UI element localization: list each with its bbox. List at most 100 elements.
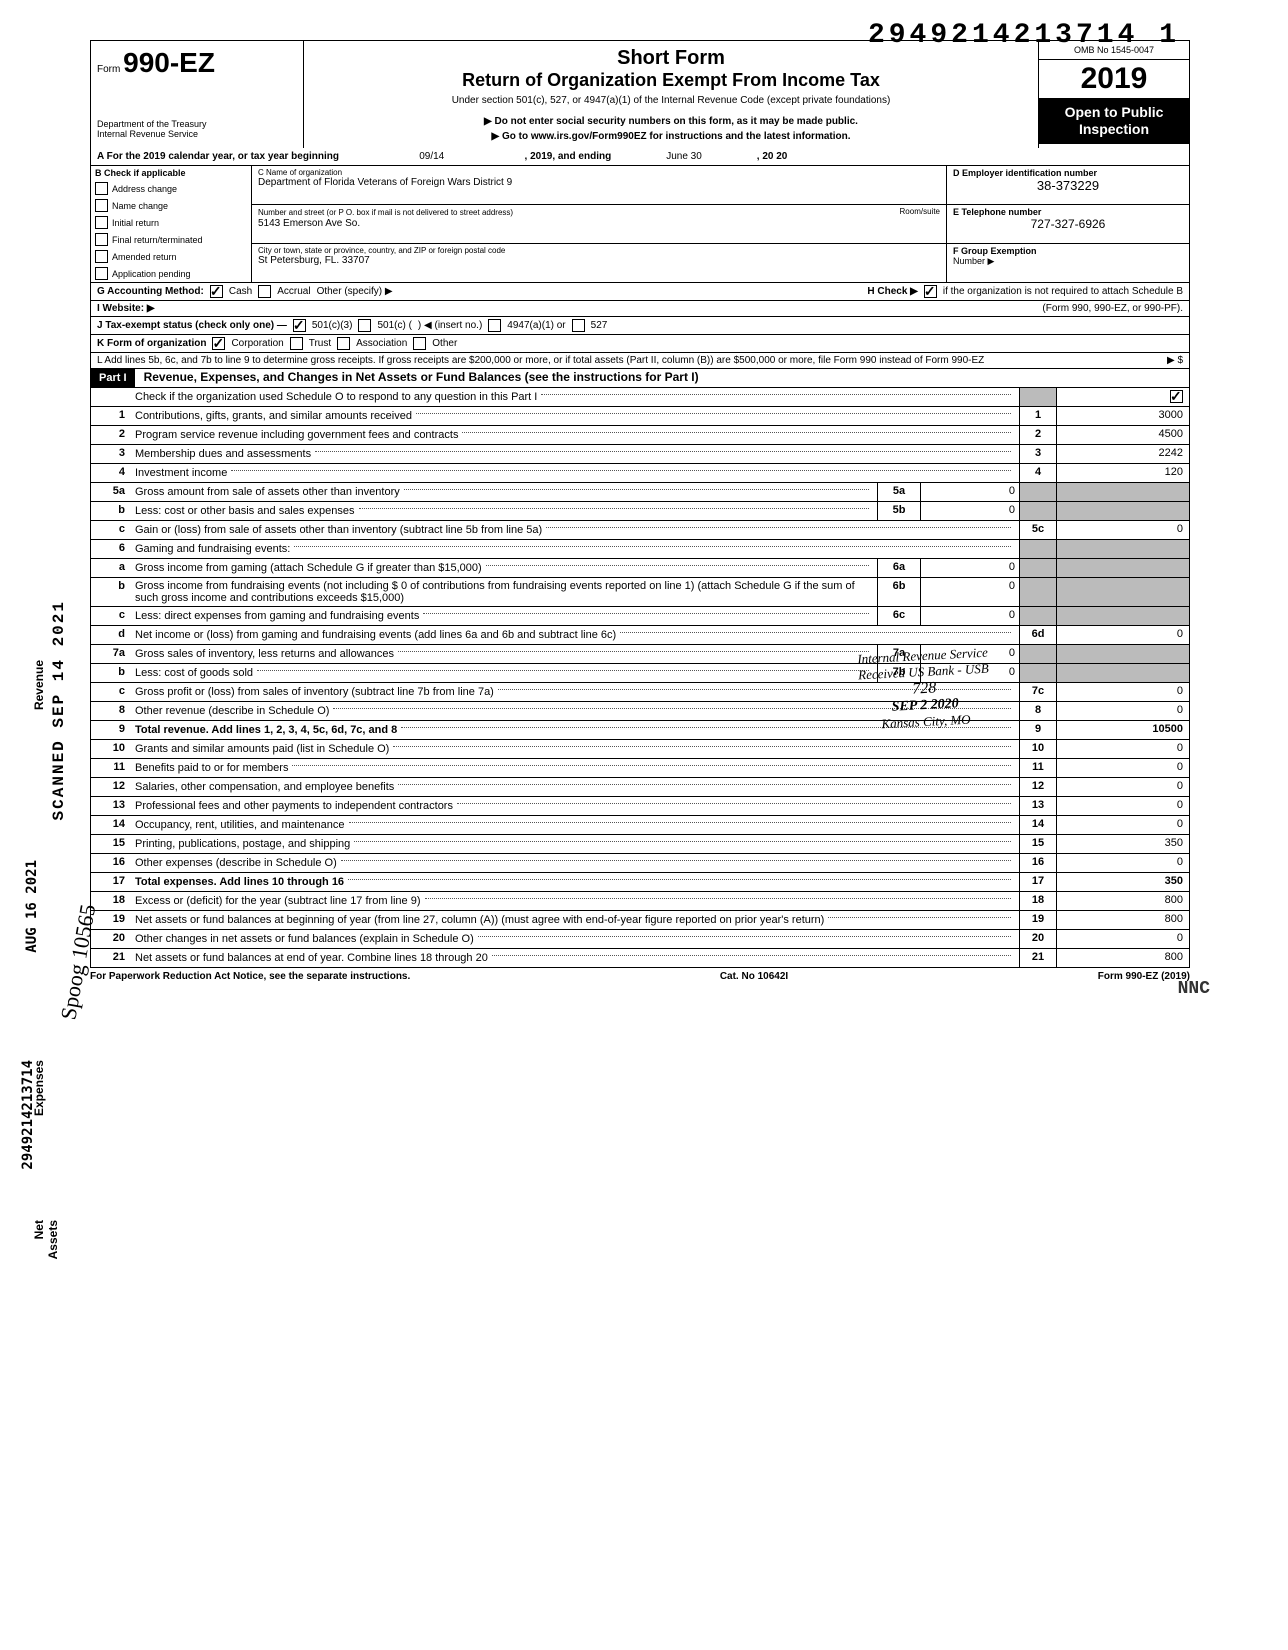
chk-501c3[interactable] (293, 319, 306, 332)
col-b-checkboxes: B Check if applicable Address change Nam… (91, 166, 252, 282)
right-line-value: 350 (1056, 873, 1189, 891)
org-name: Department of Florida Veterans of Foreig… (258, 177, 940, 188)
right-line-number: 21 (1019, 949, 1056, 967)
line-description: Gaming and fundraising events: (131, 540, 1019, 558)
right-line-value: 800 (1056, 949, 1189, 967)
mini-line-number: 6b (877, 578, 920, 606)
chk-schedule-o[interactable] (1170, 390, 1183, 403)
chk-address-change[interactable] (95, 182, 108, 195)
mini-line-number: 5a (877, 483, 920, 501)
line-number: 3 (91, 445, 131, 463)
line-number: 15 (91, 835, 131, 853)
line-21: 21Net assets or fund balances at end of … (90, 949, 1190, 968)
mini-line-value: 0 (920, 559, 1019, 577)
right-line-value: 4500 (1056, 426, 1189, 444)
chk-cash[interactable] (210, 285, 223, 298)
line-description: Program service revenue including govern… (131, 426, 1019, 444)
line-7a: 7aGross sales of inventory, less returns… (90, 645, 1190, 664)
line-description: Less: cost of goods sold (131, 664, 877, 682)
right-line-number: 2 (1019, 426, 1056, 444)
chk-accrual[interactable] (258, 285, 271, 298)
part-1-label: Part I (91, 369, 135, 387)
row-k: K Form of organization Corporation Trust… (90, 335, 1190, 353)
line-description: Excess or (deficit) for the year (subtra… (131, 892, 1019, 910)
line-11: 11Benefits paid to or for members110 (90, 759, 1190, 778)
line-5a: 5aGross amount from sale of assets other… (90, 483, 1190, 502)
line-number: c (91, 683, 131, 701)
form-page: 2949214213714 1 Form 990-EZ Department o… (60, 20, 1220, 1005)
line-number: 2 (91, 426, 131, 444)
right-line-number: 3 (1019, 445, 1056, 463)
line-description: Salaries, other compensation, and employ… (131, 778, 1019, 796)
side-section-labels: Revenue (32, 640, 46, 730)
line-b: bGross income from fundraising events (n… (90, 578, 1190, 607)
irs-received-stamp: Internal Revenue Service Received US Ban… (857, 645, 992, 734)
right-line-value: 0 (1056, 702, 1189, 720)
line-number: 20 (91, 930, 131, 948)
line-6: 6Gaming and fundraising events: (90, 540, 1190, 559)
line-c: cGain or (loss) from sale of assets othe… (90, 521, 1190, 540)
chk-association[interactable] (337, 337, 350, 350)
line-description: Occupancy, rent, utilities, and maintena… (131, 816, 1019, 834)
right-line-value: 800 (1056, 892, 1189, 910)
chk-4947[interactable] (488, 319, 501, 332)
chk-name-change[interactable] (95, 199, 108, 212)
right-line-value: 0 (1056, 759, 1189, 777)
right-line-value: 0 (1056, 816, 1189, 834)
line-number: b (91, 578, 131, 606)
line-19: 19Net assets or fund balances at beginni… (90, 911, 1190, 930)
right-line-value: 0 (1056, 797, 1189, 815)
subline-2: ▶ Do not enter social security numbers o… (310, 116, 1032, 127)
chk-sched-b[interactable] (924, 285, 937, 298)
chk-527[interactable] (572, 319, 585, 332)
line-17: 17Total expenses. Add lines 10 through 1… (90, 873, 1190, 892)
chk-initial-return[interactable] (95, 216, 108, 229)
chk-amended-return[interactable] (95, 250, 108, 263)
city-state-zip: St Petersburg, FL. 33707 (258, 255, 940, 266)
right-line-number: 12 (1019, 778, 1056, 796)
line-description: Gain or (loss) from sale of assets other… (131, 521, 1019, 539)
line-description: Contributions, gifts, grants, and simila… (131, 407, 1019, 425)
right-line-number: 15 (1019, 835, 1056, 853)
line-number: 14 (91, 816, 131, 834)
mini-line-number: 5b (877, 502, 920, 520)
line-12: 12Salaries, other compensation, and empl… (90, 778, 1190, 797)
chk-501c[interactable] (358, 319, 371, 332)
line-number: 16 (91, 854, 131, 872)
line-13: 13Professional fees and other payments t… (90, 797, 1190, 816)
line-description: Net income or (loss) from gaming and fun… (131, 626, 1019, 644)
right-line-number: 18 (1019, 892, 1056, 910)
line-16: 16Other expenses (describe in Schedule O… (90, 854, 1190, 873)
right-line-value: 0 (1056, 626, 1189, 644)
end-month: June 30 (614, 151, 754, 162)
line-description: Membership dues and assessments (131, 445, 1019, 463)
right-line-number: 14 (1019, 816, 1056, 834)
footer-left: For Paperwork Reduction Act Notice, see … (90, 971, 410, 982)
subline-1: Under section 501(c), 527, or 4947(a)(1)… (310, 95, 1032, 106)
form-label: Form (97, 64, 120, 75)
right-line-value: 0 (1056, 683, 1189, 701)
begin-date: 09/14 (342, 151, 522, 162)
right-line-number: 9 (1019, 721, 1056, 739)
line-number: b (91, 502, 131, 520)
line-description: Total expenses. Add lines 10 through 16 (131, 873, 1019, 891)
chk-trust[interactable] (290, 337, 303, 350)
chk-corporation[interactable] (212, 337, 225, 350)
chk-final-return[interactable] (95, 233, 108, 246)
handwritten-nnc: NNC (1178, 979, 1210, 999)
right-line-number: 10 (1019, 740, 1056, 758)
right-line-number: 13 (1019, 797, 1056, 815)
open-to-public: Open to Public Inspection (1039, 98, 1189, 144)
line-description: Investment income (131, 464, 1019, 482)
chk-application-pending[interactable] (95, 267, 108, 280)
line-number: 4 (91, 464, 131, 482)
line-number: 10 (91, 740, 131, 758)
line-number: b (91, 664, 131, 682)
row-i: I Website: ▶ (Form 990, 990-EZ, or 990-P… (90, 301, 1190, 317)
right-line-value: 0 (1056, 740, 1189, 758)
mini-line-value: 0 (920, 483, 1019, 501)
right-line-number: 19 (1019, 911, 1056, 929)
subline-3: ▶ Go to www.irs.gov/Form990EZ for instru… (310, 131, 1032, 142)
right-line-value: 10500 (1056, 721, 1189, 739)
chk-other-org[interactable] (413, 337, 426, 350)
